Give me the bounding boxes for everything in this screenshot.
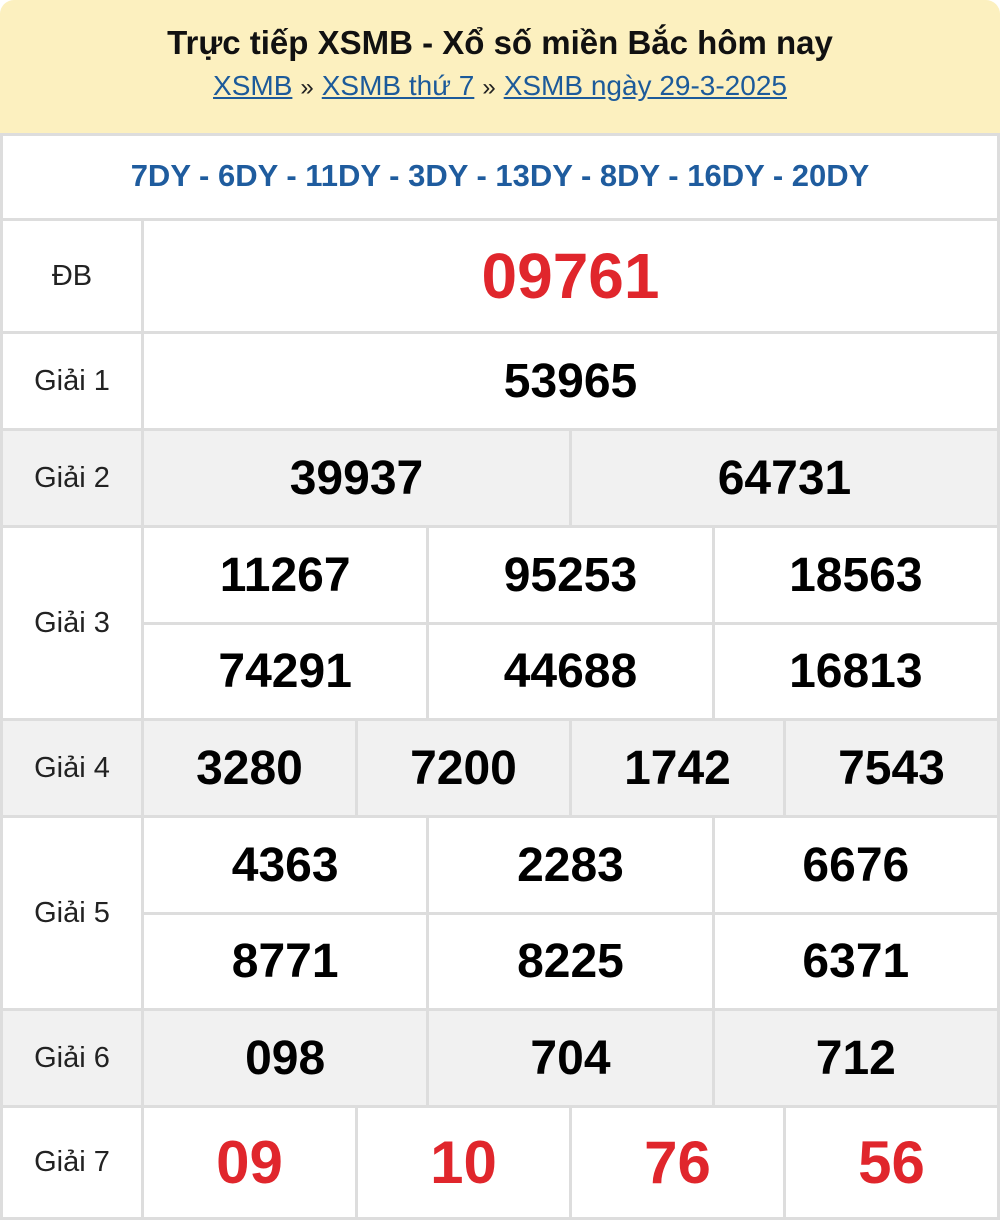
prize-label: Giải 2 (0, 428, 144, 528)
row-db: ĐB 09761 (0, 218, 1000, 334)
row-g5: Giải 5 4363 2283 6676 (0, 815, 1000, 1011)
prize-number: 18563 (711, 525, 1000, 625)
prize-number: 8771 (140, 912, 430, 1011)
breadcrumb-xsmb-thu-7[interactable]: XSMB thứ 7 (321, 70, 475, 101)
prize-label: Giải 7 (0, 1105, 144, 1220)
prize-number: 56 (782, 1105, 1000, 1220)
page-title: Trực tiếp XSMB - Xổ số miền Bắc hôm nay (167, 24, 833, 61)
breadcrumb: XSMB » XSMB thứ 7 » XSMB ngày 29-3-2025 (0, 70, 1000, 102)
row-g4: Giải 4 3280 7200 1742 7543 (0, 718, 1000, 818)
prize-number: 10 (354, 1105, 572, 1220)
prize-label: Giải 1 (0, 331, 144, 431)
prize-number: 53965 (141, 331, 1000, 431)
row-g6: Giải 6 098 704 712 (0, 1008, 1000, 1108)
row-g3b: 74291 44688 16813 (2, 622, 1000, 721)
prize-number: 74291 (140, 622, 430, 721)
prize-number: 8225 (426, 912, 715, 1011)
row-g5b: 8771 8225 6371 (2, 912, 1000, 1011)
prize-number: 7200 (354, 718, 572, 818)
breadcrumb-separator: » (482, 74, 496, 101)
prize-number: 2283 (426, 815, 715, 915)
prize-number: 76 (568, 1105, 786, 1220)
row-g7: Giải 7 09 10 76 56 (0, 1105, 1000, 1220)
special-codes: 7DY - 6DY - 11DY - 3DY - 13DY - 8DY - 16… (0, 133, 1000, 218)
row-g1: Giải 1 53965 (0, 331, 1000, 431)
prize-number: 44688 (426, 622, 715, 721)
prize-number: 3280 (141, 718, 358, 818)
prize-label: Giải 3 (0, 525, 144, 721)
prize-number: 6676 (711, 815, 1000, 915)
prize-number: 64731 (568, 428, 1000, 528)
prize-number: 16813 (711, 622, 1000, 721)
results-table: ĐB 09761 Giải 1 53965 Giải 2 39937 64731… (0, 218, 1000, 1220)
prize-number: 712 (711, 1008, 1000, 1108)
prize-number: 6371 (711, 912, 1000, 1011)
prize-number: 1742 (568, 718, 786, 818)
prize-number: 7543 (782, 718, 1000, 818)
prize-label: ĐB (0, 218, 144, 334)
breadcrumb-xsmb-date[interactable]: XSMB ngày 29-3-2025 (503, 70, 787, 101)
prize-number: 4363 (140, 815, 430, 915)
prize-number: 11267 (140, 525, 430, 625)
row-g3: Giải 3 11267 95253 18563 (0, 525, 1000, 721)
prize-label: Giải 4 (0, 718, 144, 818)
prize-number: 704 (426, 1008, 715, 1108)
row-g2: Giải 2 39937 64731 (0, 428, 1000, 528)
breadcrumb-xsmb[interactable]: XSMB (213, 70, 293, 101)
prize-number: 09761 (141, 218, 1000, 334)
prize-label: Giải 6 (0, 1008, 144, 1108)
prize-number: 09 (141, 1105, 358, 1220)
prize-number: 098 (140, 1008, 430, 1108)
prize-number: 39937 (141, 428, 572, 528)
breadcrumb-separator: » (300, 74, 314, 101)
page-header: Trực tiếp XSMB - Xổ số miền Bắc hôm nay … (0, 0, 1000, 133)
prize-label: Giải 5 (0, 815, 144, 1011)
prize-number: 95253 (426, 525, 715, 625)
